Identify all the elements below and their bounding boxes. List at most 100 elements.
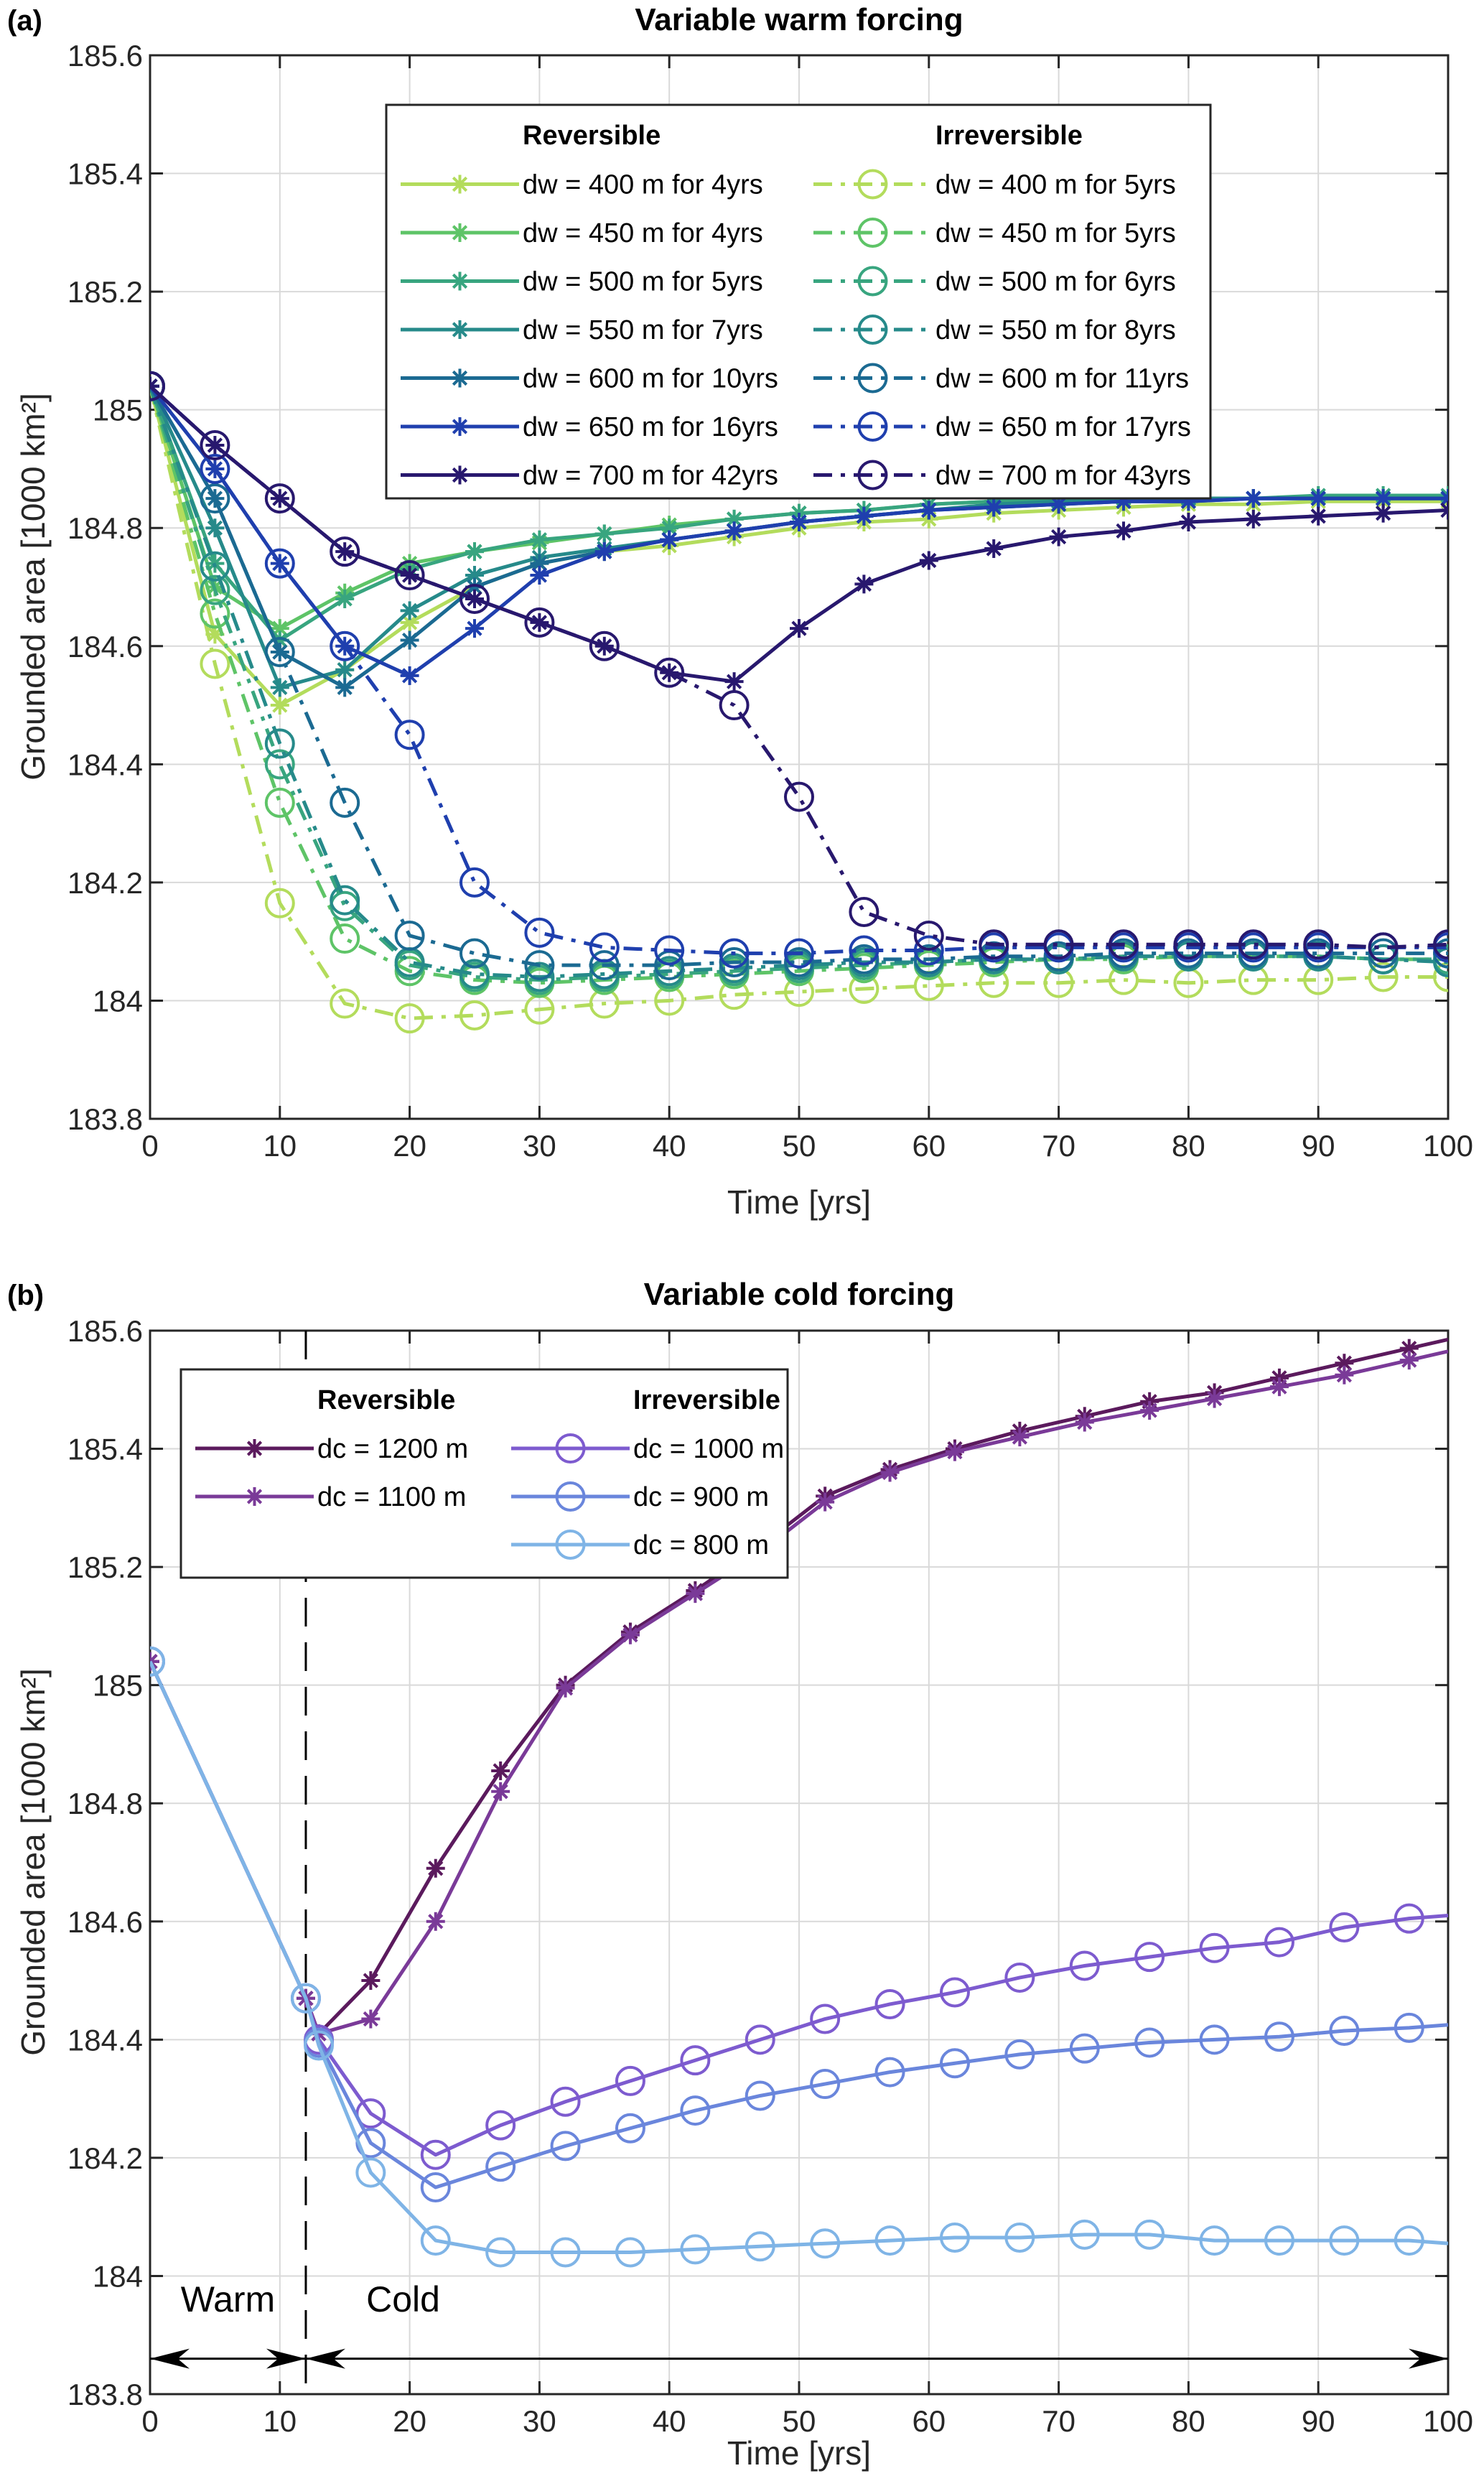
data-point <box>1043 929 1074 960</box>
x-tick-label: 0 <box>141 1129 158 1163</box>
panel-a-legend: Reversible Irreversible dw = 400 m for 4yr… <box>385 103 1212 500</box>
data-point <box>530 566 549 585</box>
data-point <box>880 1463 900 1482</box>
data-point <box>1373 503 1393 523</box>
x-tick-label: 60 <box>912 1129 946 1163</box>
legend-marker-circle <box>857 315 888 345</box>
legend-label: dw = 700 m for 43yrs <box>935 461 1191 491</box>
arrowhead-left-warm <box>150 2348 190 2369</box>
data-point <box>355 2157 386 2188</box>
panel-b-ylabel: Grounded area [1000 km²] <box>14 1668 52 2056</box>
data-point <box>1303 929 1334 960</box>
data-point <box>491 1782 510 1801</box>
data-point <box>1433 929 1448 960</box>
data-point <box>979 941 1009 972</box>
data-point <box>330 536 360 567</box>
series-dw-700-m-for-43yrs <box>150 371 1448 963</box>
data-point <box>790 512 808 531</box>
data-point <box>1069 1950 1100 1981</box>
data-point <box>264 749 295 780</box>
data-point <box>200 648 230 679</box>
y-tick-label: 185 <box>93 394 143 427</box>
data-point <box>1368 932 1399 963</box>
data-point <box>200 430 230 461</box>
data-point <box>1134 2219 1165 2250</box>
data-point <box>1439 489 1448 508</box>
data-point <box>724 672 744 692</box>
legend-entry: dc = 1200 m <box>195 1434 468 1464</box>
data-point <box>550 2237 581 2268</box>
data-point <box>335 678 355 697</box>
data-point <box>854 506 874 526</box>
data-point <box>330 890 360 921</box>
data-point <box>524 962 555 992</box>
data-point <box>200 453 230 484</box>
panel-b: (b) Variable cold forcing 0 10 20 30 40 50 60 7… <box>7 1277 1473 2472</box>
legend-label: dw = 550 m for 7yrs <box>523 315 763 345</box>
y-tick-label: 184.6 <box>67 630 143 664</box>
data-point <box>1069 2033 1100 2064</box>
data-point <box>420 2139 451 2170</box>
data-point <box>465 542 484 562</box>
data-point <box>1069 2219 1100 2250</box>
legend-label: dw = 600 m for 10yrs <box>523 364 778 394</box>
data-point <box>939 2048 970 2079</box>
legend-marker-circle <box>555 1433 586 1463</box>
panel-a: (a) Variable warm forcing 0 10 20 30 40 50 60 7… <box>7 2 1473 1221</box>
series-dc-900-m <box>150 1646 1448 2203</box>
data-point <box>1243 489 1263 508</box>
legend-label: dw = 550 m for 8yrs <box>935 315 1176 345</box>
y-tick-label: 185.4 <box>67 1433 143 1466</box>
data-point <box>1329 2225 1360 2256</box>
panel-b-legend: Reversible Irreversible dc = 1200 m dc = 11… <box>179 1368 789 1579</box>
data-point <box>400 613 419 632</box>
legend-entry: dw = 700 m for 43yrs <box>813 460 1191 491</box>
data-point <box>1004 2039 1035 2070</box>
x-tick-label: 80 <box>1172 1129 1205 1163</box>
y-tick-label: 185.4 <box>67 157 143 191</box>
data-point <box>620 1625 640 1644</box>
legend-header-irreversible: Irreversible <box>935 121 1083 151</box>
data-point <box>150 371 165 401</box>
legend-label: dc = 800 m <box>633 1530 769 1560</box>
data-point <box>1243 509 1263 529</box>
data-point <box>330 885 360 916</box>
data-point <box>1335 1365 1354 1384</box>
data-point <box>680 2045 711 2076</box>
data-point <box>335 660 355 679</box>
data-point <box>459 583 490 614</box>
data-point <box>784 781 814 812</box>
data-point <box>1004 2222 1035 2253</box>
legend-label: dw = 650 m for 16yrs <box>523 412 778 442</box>
legend-label: dw = 650 m for 17yrs <box>935 412 1191 442</box>
data-point <box>1433 962 1448 992</box>
data-point <box>1043 941 1074 972</box>
data-point <box>270 696 289 715</box>
data-point <box>330 630 360 661</box>
x-tick-label: 80 <box>1172 2404 1205 2438</box>
data-point <box>979 929 1009 960</box>
data-point <box>1439 501 1448 520</box>
panel-a-title: Variable warm forcing <box>635 2 963 37</box>
data-point <box>874 2225 905 2256</box>
data-point <box>394 1003 425 1034</box>
data-point <box>680 2095 711 2126</box>
data-point <box>1269 1377 1289 1397</box>
legend-marker-asterisk <box>450 417 470 436</box>
legend-label: dw = 700 m for 42yrs <box>523 461 778 491</box>
legend-marker-asterisk <box>450 368 470 388</box>
legend-entry: dw = 450 m for 5yrs <box>813 218 1176 248</box>
data-point <box>745 2024 775 2055</box>
legend-marker-circle <box>857 218 888 248</box>
x-tick-label: 50 <box>783 1129 816 1163</box>
data-point <box>491 1761 510 1780</box>
y-tick-label: 185 <box>93 1669 143 1703</box>
data-point <box>784 938 814 969</box>
data-point <box>1199 2024 1230 2055</box>
arrowhead-right-cold <box>1409 2348 1448 2369</box>
data-point <box>1238 929 1269 960</box>
data-point <box>1205 1389 1224 1408</box>
data-point <box>1134 1942 1165 1973</box>
legend-entry: dw = 550 m for 7yrs <box>401 315 763 345</box>
